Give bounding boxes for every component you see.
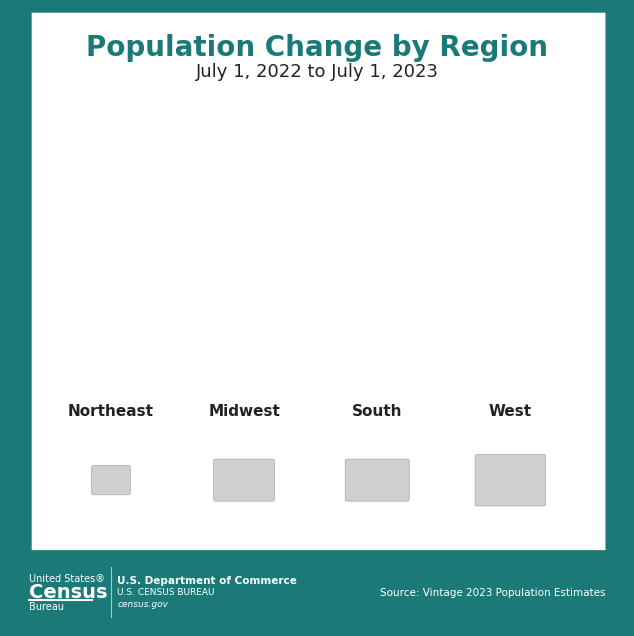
Text: July 1, 2022 to July 1, 2023: July 1, 2022 to July 1, 2023 <box>195 63 439 81</box>
Text: Census: Census <box>29 583 107 602</box>
Text: -0.1%: -0.1% <box>139 380 197 398</box>
Text: West: West <box>489 404 532 419</box>
Text: Population Change by Region: Population Change by Region <box>86 34 548 62</box>
Text: (1,423,260): (1,423,260) <box>354 179 432 192</box>
Text: Northeast: Northeast <box>68 404 154 419</box>
Text: (-43,330): (-43,330) <box>139 378 200 391</box>
Text: South: South <box>352 404 403 419</box>
Text: Midwest: Midwest <box>208 404 280 419</box>
FancyBboxPatch shape <box>214 459 275 501</box>
Bar <box>233 327 299 359</box>
Text: (126,255): (126,255) <box>234 323 299 336</box>
Text: 1.1%: 1.1% <box>368 160 418 178</box>
Text: U.S. Department of Commerce: U.S. Department of Commerce <box>117 576 297 586</box>
Bar <box>487 327 553 359</box>
FancyBboxPatch shape <box>476 454 545 506</box>
FancyBboxPatch shape <box>345 459 410 501</box>
Text: United States®: United States® <box>29 574 105 584</box>
Bar <box>107 359 172 375</box>
Text: Source: Vintage 2023 Population Estimates: Source: Vintage 2023 Population Estimate… <box>380 588 605 598</box>
Text: 0.2%: 0.2% <box>495 305 545 322</box>
Text: U.S. CENSUS BUREAU: U.S. CENSUS BUREAU <box>117 588 215 597</box>
FancyBboxPatch shape <box>91 466 131 495</box>
Text: census.gov: census.gov <box>117 600 168 609</box>
Bar <box>360 183 426 359</box>
Text: Bureau: Bureau <box>29 602 63 612</box>
Text: (137,299): (137,299) <box>488 323 552 336</box>
Text: 0.2%: 0.2% <box>242 305 291 322</box>
